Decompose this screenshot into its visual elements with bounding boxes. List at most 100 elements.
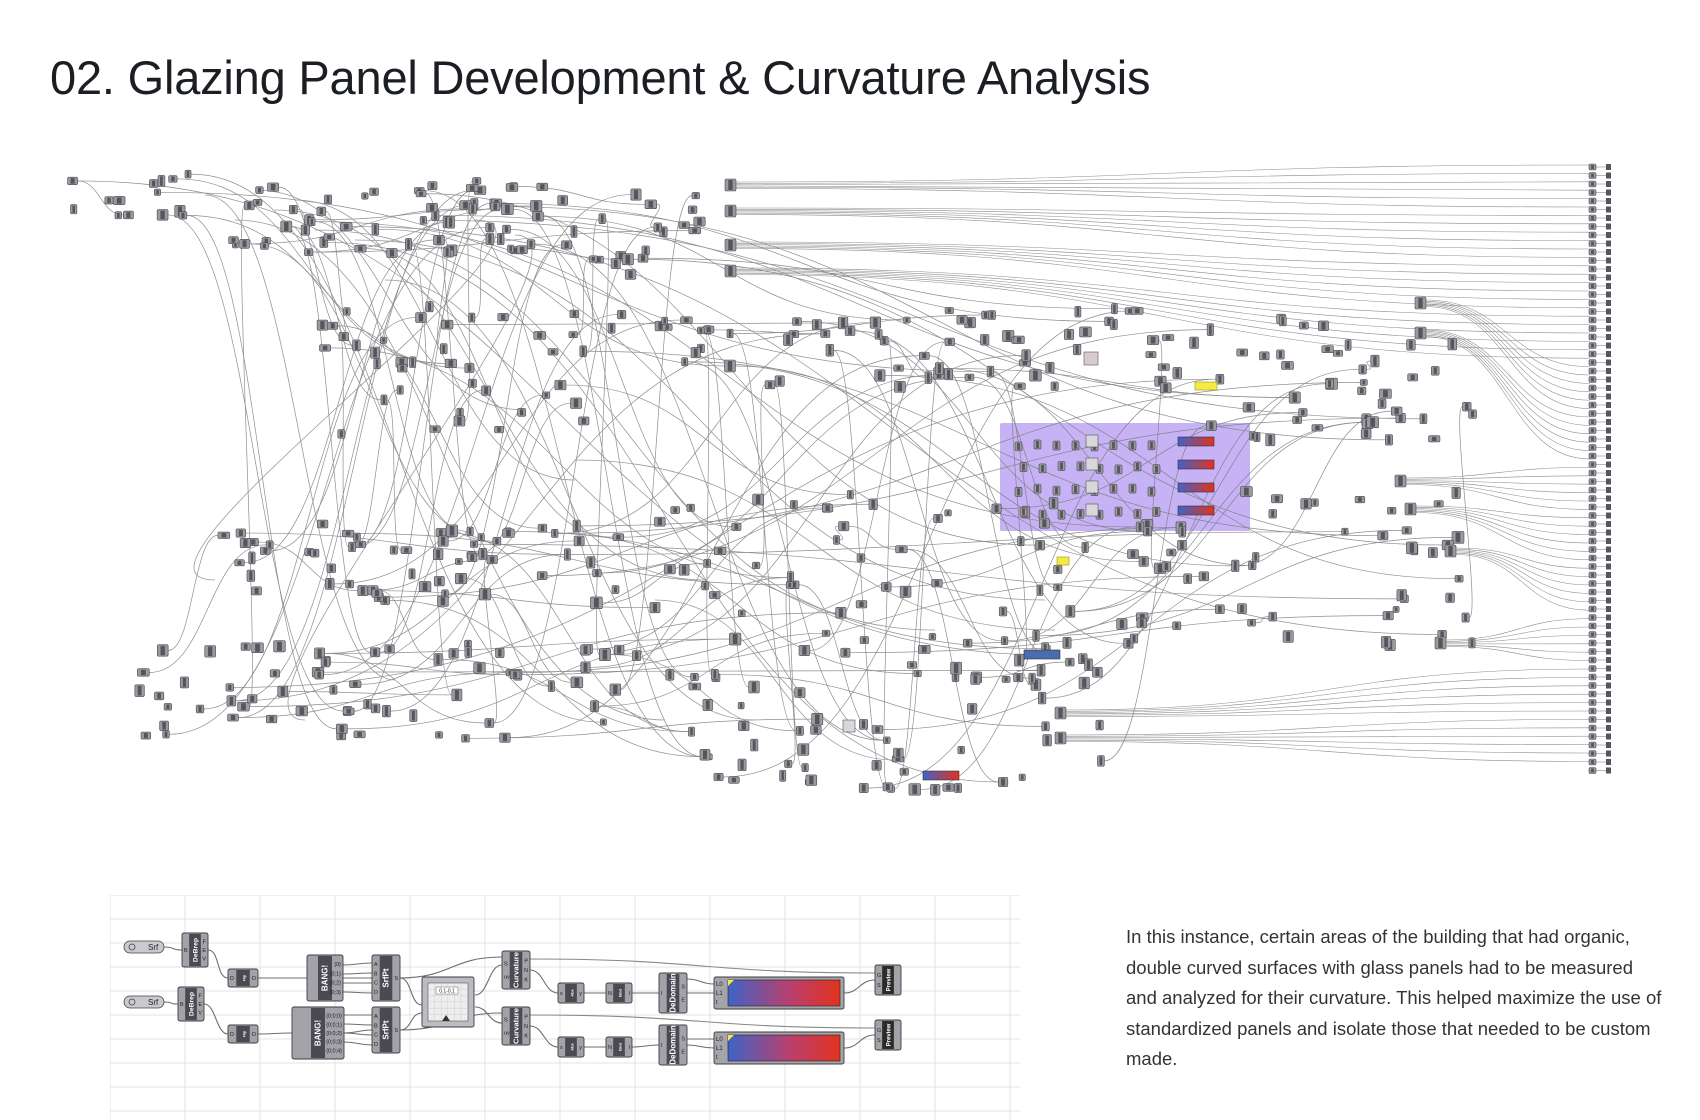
gh-component	[570, 397, 582, 409]
component-label: Curvature	[512, 1008, 521, 1044]
curvature-2[interactable]: Curvature Suv PNK	[501, 1006, 531, 1046]
gh-component	[1433, 500, 1444, 508]
gradient-1[interactable]: L0 L1 t	[713, 976, 845, 1010]
gh-component	[349, 680, 362, 688]
gh-component	[871, 760, 882, 771]
gh-component	[561, 240, 573, 250]
gh-component	[266, 714, 278, 724]
bang-1[interactable]: BANG! {0} {0;1} {0;2} {0;3}	[306, 954, 344, 1002]
gh-component	[409, 709, 418, 722]
bang-2[interactable]: BANG!{0;0;0} {0;0;1} {0;0;2} {0;0;3} {0;0;4}	[291, 1006, 345, 1060]
gh-component	[838, 316, 849, 330]
component-label: Curvature	[512, 952, 521, 988]
gh-component	[1071, 484, 1080, 495]
gh-component	[691, 192, 700, 200]
gh-component	[369, 187, 379, 196]
output-param	[1588, 648, 1597, 655]
gh-component	[246, 569, 256, 582]
gh-component	[1014, 382, 1026, 390]
gh-component	[237, 701, 250, 712]
gh-component	[502, 224, 511, 234]
gh-component	[1133, 509, 1142, 519]
gh-component	[811, 713, 824, 726]
debrep-1[interactable]: DeBrep B FEV	[181, 932, 209, 968]
output-param	[1588, 461, 1597, 468]
gh-component	[1138, 556, 1149, 567]
dedomain-1[interactable]: DeDomain I S E	[658, 972, 688, 1014]
gh-component	[468, 202, 477, 215]
gh-component	[1038, 463, 1047, 474]
gh-component	[1074, 305, 1082, 318]
gh-component	[1135, 521, 1145, 533]
srf-param-1[interactable]: Srf	[123, 940, 165, 954]
gh-component	[370, 647, 381, 658]
curvature-1[interactable]: Curvature Suv PNK	[501, 950, 531, 990]
gh-component	[269, 669, 281, 678]
gh-component	[1092, 667, 1103, 678]
gh-component	[217, 531, 231, 539]
port-label: G	[877, 973, 881, 979]
gh-component	[252, 199, 263, 206]
output-param	[1588, 733, 1597, 740]
gh-component	[1237, 603, 1247, 614]
gradient-bar	[727, 979, 841, 1007]
gh-component	[737, 701, 745, 710]
gh-component	[724, 178, 737, 192]
output-param	[1588, 342, 1597, 349]
gh-component	[1382, 611, 1394, 621]
gh-component	[467, 552, 478, 562]
gh-component	[708, 591, 721, 599]
gh-component	[822, 504, 834, 513]
gh-component	[713, 772, 724, 782]
output-param	[1588, 231, 1597, 239]
gh-component	[357, 585, 368, 596]
gh-component	[441, 319, 454, 330]
yellow-panel	[1194, 381, 1218, 391]
gh-component	[1271, 494, 1284, 504]
gh-component	[859, 719, 868, 730]
flip-2[interactable]: Flip D D	[227, 1024, 259, 1044]
gh-component	[314, 647, 326, 660]
gh-component	[632, 650, 642, 661]
gh-component	[352, 339, 361, 352]
preview-2[interactable]: Preview GS	[874, 1019, 902, 1051]
gh-component	[1131, 307, 1144, 315]
srf-param-2[interactable]: Srf	[123, 995, 165, 1009]
bnd-1[interactable]: Bnd N I	[605, 982, 633, 1004]
gh-component	[1076, 461, 1085, 472]
gh-component	[1054, 731, 1067, 745]
dedomain-2[interactable]: DeDomain I S E	[658, 1024, 688, 1066]
gh-component	[1127, 549, 1139, 559]
preview-1[interactable]: Preview GS	[874, 964, 902, 996]
bnd-2[interactable]: Bnd N I	[605, 1036, 633, 1058]
param-label: Srf	[148, 943, 159, 952]
gh-component	[944, 307, 954, 314]
gh-component	[1146, 335, 1160, 345]
gh-component	[649, 602, 661, 614]
flip-1[interactable]: Flip D D	[227, 968, 259, 988]
gh-component	[699, 749, 711, 761]
domain-widget[interactable]: 0.1-0.1	[421, 976, 475, 1028]
gh-component	[868, 498, 878, 510]
output-param	[1588, 333, 1597, 341]
port-label: C	[374, 981, 378, 987]
gh-component	[464, 639, 472, 648]
gh-component	[654, 516, 666, 527]
abs-2[interactable]: Abs x y	[557, 1036, 585, 1058]
gh-component	[478, 548, 488, 560]
gh-component	[1381, 635, 1392, 649]
gh-component	[1341, 527, 1349, 536]
gradient-2[interactable]: L0 L1 t	[713, 1031, 845, 1065]
gh-component	[355, 540, 366, 549]
gh-component	[882, 782, 893, 792]
gh-component	[869, 316, 882, 329]
gh-component	[497, 312, 509, 322]
gh-component	[1032, 629, 1040, 642]
gh-component	[811, 319, 822, 331]
output-param	[1588, 197, 1597, 205]
abs-1[interactable]: Abs x y	[557, 982, 585, 1004]
debrep-2[interactable]: DeBrep B FEV	[177, 986, 205, 1022]
gh-component	[454, 558, 463, 565]
